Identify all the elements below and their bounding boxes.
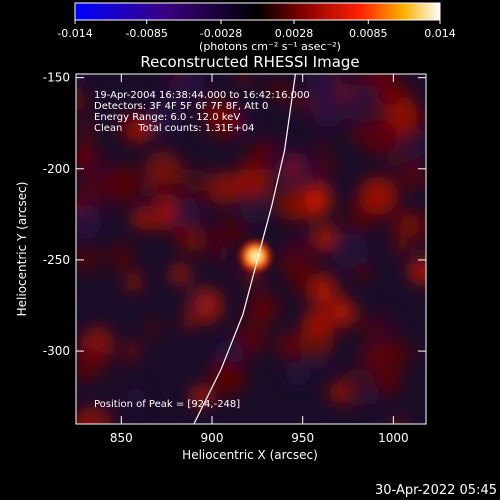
peak-source: [237, 238, 274, 275]
annotation-energy-range: Energy Range: 6.0 - 12.0 keV: [94, 112, 240, 123]
annotation-detectors: Detectors: 3F 4F 5F 6F 7F 8F, Att 0: [94, 101, 268, 112]
annotation-clean-counts: Clean Total counts: 1.31E+04: [94, 123, 254, 134]
plot-frame: [75, 73, 427, 425]
colorbar: [74, 2, 441, 21]
colorbar-tick-label: -0.0085: [125, 27, 167, 40]
colorbar-units-label: (photons cm⁻² s⁻¹ asec⁻²): [199, 40, 341, 53]
x-tick-label: 950: [291, 431, 314, 445]
colorbar-tick-label: 0.0028: [275, 27, 314, 40]
y-tick-label: -200: [43, 162, 70, 176]
colorbar-tick-label: -0.014: [57, 27, 92, 40]
peak-position-label: Position of Peak = [924,-248]: [94, 399, 240, 410]
x-tick-label: 850: [110, 431, 133, 445]
colorbar-ticks: -0.014 -0.0085 -0.0028 0.0028 0.0085 0.014: [57, 20, 456, 40]
y-tick-label: -250: [43, 253, 70, 267]
heatmap-image: [76, 74, 426, 424]
axis-ticks: 850 900 950 1000 -150 -200 -250 -300: [43, 71, 426, 445]
x-tick-label: 1000: [378, 431, 409, 445]
annotation-time-range: 19-Apr-2004 16:38:44.000 to 16:42:16.000: [94, 90, 310, 101]
colorbar-tick-label: -0.0028: [200, 27, 242, 40]
y-tick-label: -150: [43, 71, 70, 85]
colorbar-tick-label: 0.014: [424, 27, 456, 40]
x-tick-label: 900: [201, 431, 224, 445]
chart-title: Reconstructed RHESSI Image: [140, 53, 359, 71]
y-axis-label: Heliocentric Y (arcsec): [15, 182, 29, 317]
x-axis-label: Heliocentric X (arcsec): [182, 448, 318, 462]
y-tick-label: -300: [43, 344, 70, 358]
solar-limb-curve: [193, 74, 297, 424]
colorbar-tick-label: 0.0085: [349, 27, 388, 40]
timestamp: 30-Apr-2022 05:45: [375, 483, 497, 498]
